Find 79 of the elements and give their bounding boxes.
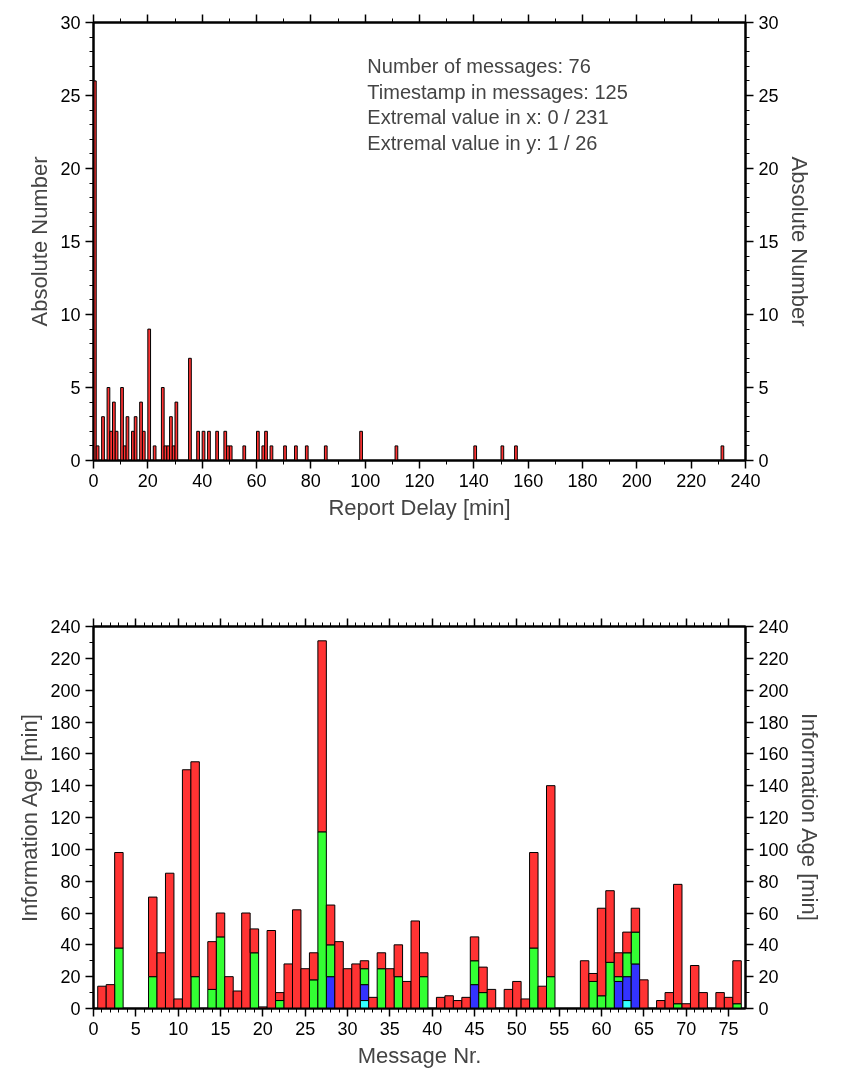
x-tick-label: 5 (130, 1018, 141, 1039)
y2-tick-label: 0 (758, 451, 769, 471)
y2-tick-label: 20 (758, 159, 779, 179)
x-tick-label: 20 (137, 470, 158, 491)
y-tick-label: 25 (60, 86, 81, 106)
y-tick-label: 80 (60, 871, 81, 892)
y2-tick-label: 80 (758, 871, 779, 892)
y2-tick-label: 100 (758, 839, 789, 860)
x-tick-label: 10 (168, 1018, 189, 1039)
x-tick-label: 30 (337, 1018, 358, 1039)
y2-tick-label: 220 (758, 648, 789, 669)
y2-tick-label: 10 (758, 305, 779, 325)
y-tick-label: 60 (60, 903, 81, 924)
x-tick-label: 60 (246, 470, 267, 491)
y2-tick-label: 25 (758, 86, 779, 106)
y2-tick-label: 40 (758, 935, 779, 956)
y-tick-label: 0 (70, 999, 81, 1019)
x-tick-label: 60 (591, 1018, 612, 1039)
x-tick-label: 45 (464, 1018, 485, 1039)
x-tick-label: 40 (422, 1018, 443, 1039)
x-tick-label: 80 (300, 470, 321, 491)
x-tick-label: 20 (252, 1018, 273, 1039)
y2-tick-label: 120 (758, 808, 789, 828)
y-tick-label: 240 (50, 617, 81, 637)
x-tick-label: 100 (350, 470, 381, 491)
y-tick-label: 30 (60, 13, 81, 33)
x-tick-label: 55 (549, 1018, 570, 1039)
y2-tick-label: 200 (758, 680, 789, 701)
y2-tick-label: 30 (758, 13, 779, 33)
x-tick-label: 180 (567, 470, 598, 491)
x-axis-title: Report Delay [min] (328, 494, 511, 520)
x-axis-title: Message Nr. (357, 1042, 482, 1068)
y-tick-label: 20 (60, 159, 81, 179)
y2-tick-label: 0 (758, 999, 769, 1019)
x-tick-label: 0 (88, 470, 99, 491)
y2-tick-label: 160 (758, 744, 789, 765)
x-tick-label: 50 (506, 1018, 527, 1039)
y2-tick-label: 140 (758, 776, 789, 797)
x-tick-label: 240 (730, 470, 761, 491)
y-tick-label: 180 (50, 712, 81, 733)
y-tick-label: 40 (60, 935, 81, 956)
y-tick-label: 140 (50, 776, 81, 797)
y2-tick-label: 5 (758, 378, 769, 398)
x-tick-label: 120 (404, 470, 435, 491)
x-tick-label: 65 (633, 1018, 654, 1039)
y2-tick-label: 240 (758, 617, 789, 637)
x-tick-label: 40 (192, 470, 213, 491)
x-tick-label: 140 (458, 470, 489, 491)
y-tick-label: 220 (50, 648, 81, 669)
annotation: Extremal value in y: 1 / 26 (367, 131, 598, 154)
y2-tick-label: 180 (758, 712, 789, 733)
x-tick-label: 160 (513, 470, 544, 491)
y2-tick-label: 20 (758, 967, 779, 988)
x-tick-label: 220 (676, 470, 707, 491)
y2-tick-label: 15 (758, 232, 779, 252)
y2-axis-title: Information Age [min] (796, 712, 822, 921)
annotation: Number of messages: 76 (367, 55, 591, 78)
x-tick-label: 75 (718, 1018, 739, 1039)
y2-axis-title: Absolute Number (786, 156, 812, 327)
x-tick-label: 70 (676, 1018, 697, 1039)
y-tick-label: 0 (70, 451, 81, 471)
x-tick-label: 25 (295, 1018, 316, 1039)
y-tick-label: 200 (50, 680, 81, 701)
x-tick-label: 200 (621, 470, 652, 491)
x-tick-label: 0 (88, 1018, 99, 1039)
y-tick-label: 15 (60, 232, 81, 252)
y-tick-label: 10 (60, 305, 81, 325)
y-axis-title: Absolute Number (27, 156, 53, 327)
y-tick-label: 20 (60, 967, 81, 988)
x-tick-label: 35 (379, 1018, 400, 1039)
x-tick-label: 15 (210, 1018, 231, 1039)
y-tick-label: 100 (50, 839, 81, 860)
annotation: Extremal value in x: 0 / 231 (367, 106, 609, 129)
annotation: Timestamp in messages: 125 (367, 80, 628, 103)
y2-tick-label: 60 (758, 903, 779, 924)
y-tick-label: 5 (70, 378, 81, 398)
y-tick-label: 160 (50, 744, 81, 765)
y-axis-title: Information Age [min] (17, 714, 43, 923)
y-tick-label: 120 (50, 808, 81, 828)
